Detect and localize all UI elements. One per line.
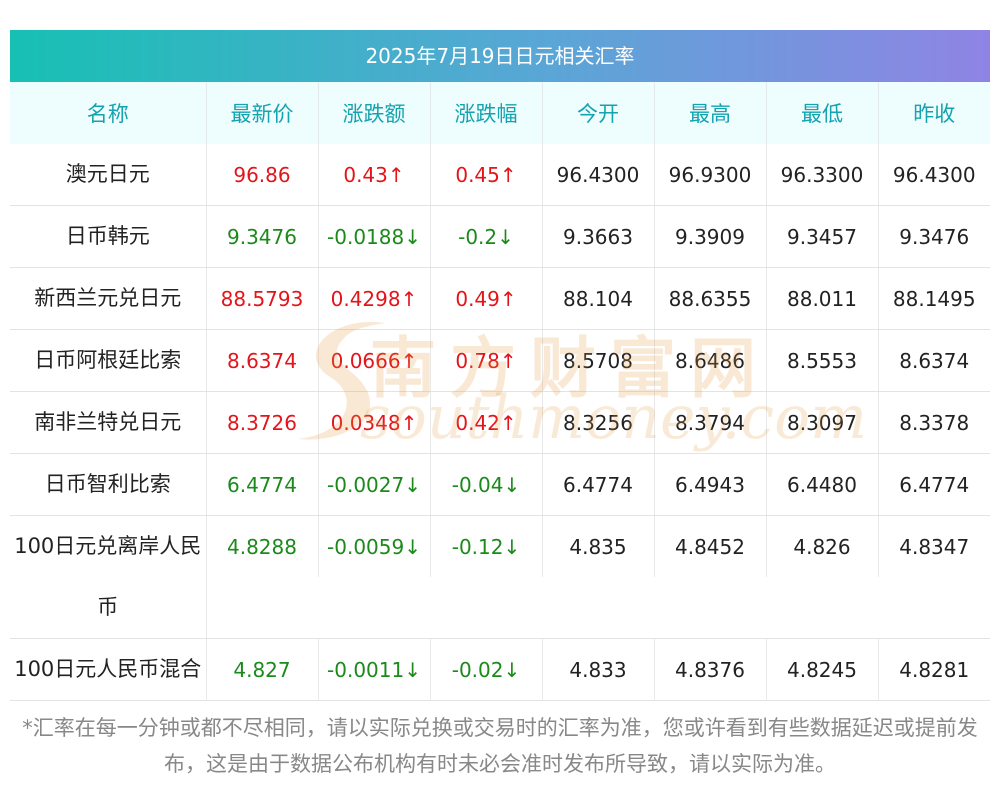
latest-price: 4.827 xyxy=(206,638,319,701)
high-price: 8.3794 xyxy=(654,391,767,454)
table-row: 100日元人民币混合 4.827 -0.0011↓ -0.02↓ 4.833 4… xyxy=(10,638,990,701)
open-price: 6.4774 xyxy=(542,453,655,516)
column-header-change-pct: 涨跌幅 xyxy=(430,82,543,144)
change-percent: -0.12↓ xyxy=(430,515,543,577)
column-header-change: 涨跌额 xyxy=(318,82,431,144)
latest-price: 8.6374 xyxy=(206,329,319,392)
high-price: 6.4943 xyxy=(654,453,767,516)
prev-close: 8.3378 xyxy=(878,391,990,454)
change-percent: 0.42↑ xyxy=(430,391,543,454)
low-price: 96.3300 xyxy=(766,144,879,206)
latest-price: 9.3476 xyxy=(206,205,319,268)
open-price: 9.3663 xyxy=(542,205,655,268)
open-price: 4.833 xyxy=(542,638,655,701)
table-row-spacer xyxy=(10,577,990,639)
low-price: 88.011 xyxy=(766,267,879,330)
table-row: 日币智利比索 6.4774 -0.0027↓ -0.04↓ 6.4774 6.4… xyxy=(10,453,990,516)
open-price: 8.5708 xyxy=(542,329,655,392)
prev-close: 8.6374 xyxy=(878,329,990,392)
column-header-low: 最低 xyxy=(766,82,879,144)
latest-price: 4.8288 xyxy=(206,515,319,577)
pair-name: 新西兰元兑日元 xyxy=(10,267,207,330)
exchange-rate-table: 名称 最新价 涨跌额 涨跌幅 今开 最高 最低 昨收 澳元日元 96.86 0.… xyxy=(10,82,990,701)
table-row: 日币阿根廷比索 8.6374 0.0666↑ 0.78↑ 8.5708 8.64… xyxy=(10,329,990,392)
rate-table-container: 2025年7月19日日元相关汇率 名称 最新价 涨跌额 涨跌幅 今开 最高 最低… xyxy=(10,30,990,701)
high-price: 96.9300 xyxy=(654,144,767,206)
change-percent: 0.49↑ xyxy=(430,267,543,330)
low-price: 9.3457 xyxy=(766,205,879,268)
table-title: 2025年7月19日日元相关汇率 xyxy=(10,30,990,82)
table-row: 南非兰特兑日元 8.3726 0.0348↑ 0.42↑ 8.3256 8.37… xyxy=(10,391,990,454)
pair-name: 100日元兑离岸人民币 xyxy=(10,515,207,639)
pair-name: 日币阿根廷比索 xyxy=(10,329,207,392)
change-percent: 0.45↑ xyxy=(430,144,543,206)
header-row: 名称 最新价 涨跌额 涨跌幅 今开 最高 最低 昨收 xyxy=(10,82,990,144)
latest-price: 6.4774 xyxy=(206,453,319,516)
change-amount: -0.0188↓ xyxy=(318,205,431,268)
column-header-open: 今开 xyxy=(542,82,655,144)
change-amount: 0.0348↑ xyxy=(318,391,431,454)
prev-close: 6.4774 xyxy=(878,453,990,516)
latest-price: 88.5793 xyxy=(206,267,319,330)
high-price: 88.6355 xyxy=(654,267,767,330)
low-price: 4.8245 xyxy=(766,638,879,701)
change-amount: 0.43↑ xyxy=(318,144,431,206)
column-header-prev-close: 昨收 xyxy=(878,82,990,144)
open-price: 96.4300 xyxy=(542,144,655,206)
high-price: 4.8452 xyxy=(654,515,767,577)
latest-price: 8.3726 xyxy=(206,391,319,454)
table-row: 日币韩元 9.3476 -0.0188↓ -0.2↓ 9.3663 9.3909… xyxy=(10,205,990,268)
column-header-high: 最高 xyxy=(654,82,767,144)
prev-close: 4.8347 xyxy=(899,534,970,559)
table-row: 新西兰元兑日元 88.5793 0.4298↑ 0.49↑ 88.104 88.… xyxy=(10,267,990,330)
open-price: 88.104 xyxy=(542,267,655,330)
change-amount: -0.0011↓ xyxy=(318,638,431,701)
pair-name: 100日元人民币混合 xyxy=(10,638,207,701)
high-price: 4.8376 xyxy=(654,638,767,701)
open-price: 8.3256 xyxy=(542,391,655,454)
pair-name: 南非兰特兑日元 xyxy=(10,391,207,454)
change-percent: -0.02↓ xyxy=(430,638,543,701)
change-percent: -0.04↓ xyxy=(430,453,543,516)
pair-name: 日币智利比索 xyxy=(10,453,207,516)
change-percent: 0.78↑ xyxy=(430,329,543,392)
change-percent: -0.2↓ xyxy=(430,205,543,268)
disclaimer-note: *汇率在每一分钟或都不尽相同，请以实际兑换或交易时的汇率为准，您或许看到有些数据… xyxy=(22,716,978,776)
prev-close: 88.1495 xyxy=(878,267,990,330)
change-amount: -0.0027↓ xyxy=(318,453,431,516)
low-price: 8.3097 xyxy=(766,391,879,454)
column-header-latest: 最新价 xyxy=(206,82,319,144)
prev-close: 9.3476 xyxy=(878,205,990,268)
high-price: 9.3909 xyxy=(654,205,767,268)
low-price: 4.826 xyxy=(766,515,879,577)
change-amount: 0.0666↑ xyxy=(318,329,431,392)
low-price: 8.5553 xyxy=(766,329,879,392)
pair-name: 日币韩元 xyxy=(10,205,207,268)
empty-cell xyxy=(206,577,990,639)
latest-price: 96.86 xyxy=(206,144,319,206)
high-price: 8.6486 xyxy=(654,329,767,392)
prev-close: 4.8281 xyxy=(878,638,990,701)
column-header-name: 名称 xyxy=(10,82,207,144)
table-row: 100日元兑离岸人民币 4.8288 -0.0059↓ -0.12↓ 4.835… xyxy=(10,515,990,639)
open-price: 4.835 xyxy=(542,515,655,577)
prev-close: 96.4300 xyxy=(878,144,990,206)
pair-name: 澳元日元 xyxy=(10,144,207,206)
change-amount: 0.4298↑ xyxy=(318,267,431,330)
change-amount: -0.0059↓ xyxy=(318,515,431,577)
table-row: 澳元日元 96.86 0.43↑ 0.45↑ 96.4300 96.9300 9… xyxy=(10,144,990,206)
low-price: 6.4480 xyxy=(766,453,879,516)
